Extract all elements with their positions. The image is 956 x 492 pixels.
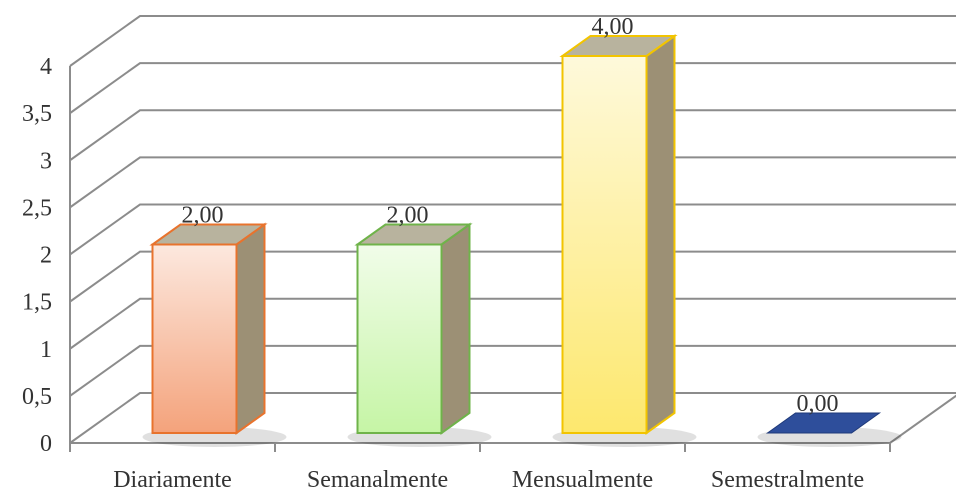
- y-tick-label: 1,5: [22, 290, 52, 316]
- bar-mensualmente: [552, 34, 697, 447]
- bars: [142, 34, 902, 447]
- gridline: [69, 250, 956, 303]
- data-label-semanalmente: 2,00: [387, 203, 429, 229]
- x-tick-label-diariamente: Diariamente: [113, 467, 232, 492]
- x-tick-label-mensualmente: Mensualmente: [512, 467, 653, 492]
- gridline: [69, 297, 956, 350]
- axes: 0 0,5 1 1,5 2 2,5 3 3,5 4: [22, 54, 956, 457]
- gridline: [69, 62, 956, 114]
- bar-semanalmente: [347, 222, 492, 447]
- x-tick-label-semestralmente: Semestralmente: [711, 467, 864, 492]
- y-tick-label: 0: [40, 431, 52, 457]
- bar-side-face: [645, 34, 676, 435]
- bar-highlight: [358, 245, 441, 432]
- y-tick-label: 4: [40, 54, 52, 80]
- gridline: [69, 392, 956, 444]
- bar-semestralmente: [757, 412, 902, 447]
- y-tick-label: 2: [40, 243, 52, 269]
- gridline: [69, 156, 956, 209]
- y-tick-label: 3: [40, 148, 52, 174]
- labels: 2,00 Diariamente 2,00 Semanalmente 4,00 Mensu…: [113, 14, 864, 492]
- bar-highlight: [153, 245, 236, 432]
- bar-diariamente: [142, 222, 287, 447]
- gridline: [69, 203, 956, 256]
- gridline: [69, 109, 956, 162]
- gridlines: [69, 15, 956, 444]
- y-tick-label: 1: [40, 337, 52, 363]
- x-tick-label-semanalmente: Semanalmente: [307, 467, 448, 492]
- data-label-mensualmente: 4,00: [592, 14, 634, 40]
- y-tick-label: 2,5: [22, 195, 52, 221]
- bar-side-face: [235, 222, 266, 435]
- gridline: [69, 15, 956, 67]
- bar-highlight: [563, 57, 646, 432]
- y-tick-label: 3,5: [22, 101, 52, 127]
- data-label-diariamente: 2,00: [182, 203, 224, 229]
- bar-side-face: [440, 222, 471, 435]
- data-label-semestralmente: 0,00: [797, 391, 839, 417]
- y-tick-label: 0,5: [22, 384, 52, 410]
- bar-flat-face: [765, 412, 882, 434]
- gridline: [69, 344, 956, 397]
